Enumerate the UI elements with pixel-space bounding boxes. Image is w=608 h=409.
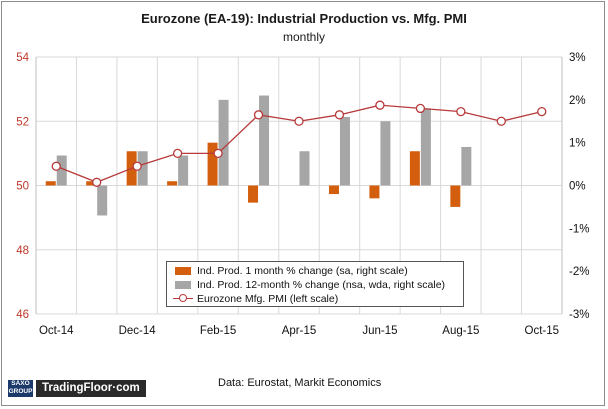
right-axis-tick-label: 3% xyxy=(569,52,586,64)
legend-label-pmi: Eurozone Mfg. PMI (left scale) xyxy=(197,293,339,305)
x-axis-tick-label: Apr-15 xyxy=(282,325,317,337)
pmi-point xyxy=(172,148,183,159)
bar-1m-change xyxy=(450,185,461,207)
pmi-point xyxy=(456,106,466,117)
right-axis-tick-label: 1% xyxy=(569,138,586,150)
legend-label-1m: Ind. Prod. 1 month % change (sa, right s… xyxy=(197,265,408,277)
legend-swatch-1m xyxy=(175,267,191,275)
x-axis-tick-label: Dec-14 xyxy=(119,325,157,337)
x-axis-tick-label: Aug-15 xyxy=(442,325,479,337)
data-source-note: Data: Eurostat, Markit Economics xyxy=(218,377,382,389)
pmi-point xyxy=(213,148,223,159)
pmi-point xyxy=(294,116,304,126)
bar-12m-change xyxy=(380,121,391,186)
bar-12m-change xyxy=(137,151,148,186)
chart-subtitle: monthly xyxy=(282,30,326,44)
bar-12m-change xyxy=(97,185,108,216)
saxo-group-logo: SAXO GROUP xyxy=(8,380,33,397)
chart-title: Eurozone (EA-19): Industrial Production … xyxy=(141,11,467,26)
pmi-point xyxy=(253,110,264,120)
bar-12m-change xyxy=(339,116,350,186)
bar-12m-change xyxy=(218,99,229,186)
pmi-point xyxy=(537,106,547,117)
bar-12m-change xyxy=(178,155,189,186)
right-axis-tick-label: 0% xyxy=(569,181,586,193)
legend-label-12m: Ind. Prod. 12-month % change (nsa, wda, … xyxy=(197,279,446,291)
left-axis-tick-label: 52 xyxy=(16,116,29,128)
legend-swatch-12m xyxy=(175,281,191,289)
bar-1m-change xyxy=(207,142,218,186)
bar-1m-change xyxy=(328,185,339,195)
left-axis-tick-label: 54 xyxy=(16,52,29,64)
bar-1m-change xyxy=(369,185,380,199)
x-axis-tick-label: Jun-15 xyxy=(362,325,397,337)
bar-1m-change xyxy=(248,185,259,203)
pmi-point xyxy=(51,161,61,171)
right-axis-tick-label: -1% xyxy=(569,223,589,235)
pmi-point xyxy=(375,100,385,110)
pmi-point xyxy=(132,161,142,171)
x-axis-tick-label: Oct-15 xyxy=(525,325,560,337)
x-axis-tick-label: Oct-14 xyxy=(39,325,74,337)
pmi-point xyxy=(415,103,426,114)
bar-1m-change xyxy=(45,181,56,186)
pmi-point xyxy=(496,116,506,126)
tradingfloor-logo: TradingFloor·com xyxy=(36,380,146,397)
legend-swatch-pmi-marker xyxy=(179,294,187,302)
bar-1m-change xyxy=(86,181,97,186)
bar-12m-change xyxy=(420,108,431,186)
chart-legend: Ind. Prod. 1 month % change (sa, right s… xyxy=(166,261,464,307)
bar-12m-change xyxy=(56,155,67,186)
bar-12m-change xyxy=(259,95,270,186)
left-axis-tick-label: 46 xyxy=(16,309,29,321)
right-axis-tick-label: -3% xyxy=(569,309,589,321)
pmi-point xyxy=(92,177,102,187)
bar-1m-change xyxy=(409,151,420,186)
x-axis-tick-label: Feb-15 xyxy=(200,325,236,337)
right-axis-tick-label: 2% xyxy=(569,95,586,107)
right-axis-tick-label: -2% xyxy=(569,266,589,278)
saxo-logo-text: SAXO GROUP xyxy=(8,380,33,395)
left-axis-tick-label: 50 xyxy=(16,181,29,193)
left-axis-tick-label: 48 xyxy=(16,245,29,257)
pmi-point xyxy=(334,110,345,120)
bar-1m-change xyxy=(167,181,178,186)
bar-12m-change xyxy=(461,146,472,186)
bar-12m-change xyxy=(299,151,310,186)
